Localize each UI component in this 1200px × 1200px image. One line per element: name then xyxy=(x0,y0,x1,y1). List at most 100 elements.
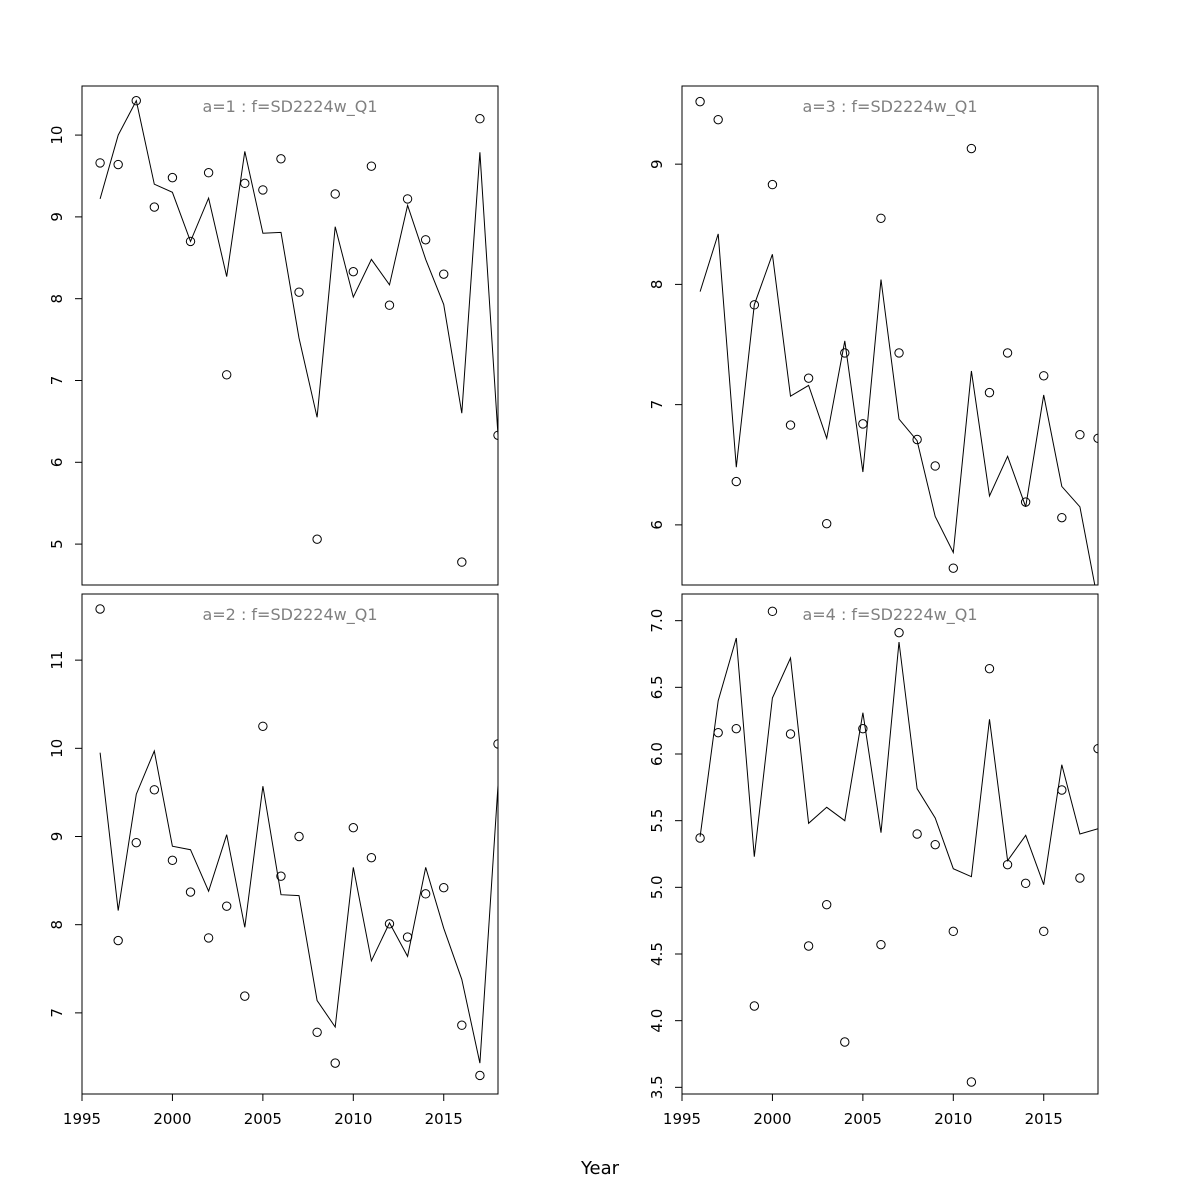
y-tick-label: 6.5 xyxy=(648,675,666,699)
data-point xyxy=(384,919,395,929)
data-point xyxy=(439,269,449,279)
plot-frame xyxy=(681,593,1099,1095)
data-point xyxy=(930,839,940,850)
data-point xyxy=(1002,348,1013,358)
data-point xyxy=(785,729,796,739)
data-point xyxy=(348,822,359,833)
plot-frame xyxy=(681,85,1099,586)
data-point xyxy=(475,114,485,124)
data-point xyxy=(1039,926,1049,937)
data-point xyxy=(221,370,232,380)
y-tick-label: 5.0 xyxy=(648,875,666,899)
x-tick-label: 2005 xyxy=(844,1110,882,1128)
y-tick-label: 9 xyxy=(648,159,666,169)
data-point xyxy=(167,172,178,183)
panel-4: a=4 : f=SD2224w_Q1 3.5 4.0 4.5 5.0 5.5 6.0 6.5 7… xyxy=(648,593,1099,1128)
data-point xyxy=(95,604,105,614)
y-tick-label: 7.0 xyxy=(648,609,666,633)
x-tick-label: 2005 xyxy=(244,1110,282,1128)
y-tick-label: 10 xyxy=(48,739,66,758)
data-point xyxy=(803,373,814,383)
data-point xyxy=(113,935,123,946)
data-point xyxy=(948,926,959,937)
y-tick-label: 9 xyxy=(48,212,66,222)
data-point xyxy=(767,606,778,617)
x-tick-label: 1995 xyxy=(63,1110,101,1128)
data-point xyxy=(149,202,160,212)
data-point xyxy=(840,1037,850,1047)
data-point xyxy=(695,833,705,843)
y-tick-label: 3.5 xyxy=(648,1075,666,1099)
y-tick-label: 9 xyxy=(48,832,66,842)
x-tick-label: 2000 xyxy=(753,1110,791,1128)
y-tick-label: 6 xyxy=(648,520,666,530)
y-tick-label: 6 xyxy=(48,458,66,468)
data-point xyxy=(493,739,498,749)
y-tick-label: 5.5 xyxy=(648,809,666,833)
data-point xyxy=(420,889,431,899)
data-point xyxy=(258,721,268,731)
y-tick-label: 7 xyxy=(48,1008,66,1018)
data-point xyxy=(366,852,377,863)
data-point xyxy=(984,663,995,674)
data-point xyxy=(221,901,232,911)
data-point xyxy=(240,178,250,189)
data-point xyxy=(1020,497,1031,507)
plot-frame xyxy=(81,85,499,586)
data-point xyxy=(203,168,214,178)
data-point xyxy=(330,189,340,199)
x-tick-label: 2015 xyxy=(1025,1110,1063,1128)
y-tick-label: 6.0 xyxy=(648,742,666,766)
panel-2: a=3 : f=SD2224w_Q1 6 7 8 9 xyxy=(648,85,1099,586)
data-point xyxy=(1020,878,1031,889)
data-point xyxy=(185,887,196,897)
data-point xyxy=(749,1001,760,1011)
plot-area xyxy=(95,604,498,1081)
data-point xyxy=(966,143,977,154)
data-point xyxy=(1093,743,1098,754)
data-point xyxy=(984,387,995,398)
data-point xyxy=(1057,512,1067,523)
data-point xyxy=(1093,433,1098,444)
data-point xyxy=(767,179,778,190)
x-tick-label: 2010 xyxy=(934,1110,972,1128)
y-tick-label: 4.5 xyxy=(648,942,666,966)
data-point xyxy=(348,266,359,277)
data-point xyxy=(294,287,304,297)
data-point xyxy=(439,882,449,893)
data-point xyxy=(1057,785,1067,795)
panel-title: a=2 : f=SD2224w_Q1 xyxy=(202,605,377,625)
data-point xyxy=(894,348,904,358)
plot-area xyxy=(695,606,1098,1087)
y-tick-label: 7 xyxy=(48,376,66,386)
x-tick-label: 1995 xyxy=(663,1110,701,1128)
data-point xyxy=(948,563,959,573)
x-tick-label: 2015 xyxy=(425,1110,463,1128)
data-point xyxy=(402,932,413,942)
data-point xyxy=(95,158,105,168)
data-point xyxy=(840,348,850,358)
data-point xyxy=(803,941,814,951)
data-point xyxy=(294,831,304,842)
data-point xyxy=(894,627,904,638)
data-point xyxy=(966,1077,977,1087)
data-point xyxy=(821,899,832,910)
data-point xyxy=(276,871,286,881)
data-point xyxy=(240,991,250,1001)
data-point xyxy=(749,300,760,310)
data-point xyxy=(384,300,395,310)
x-tick-label: 2000 xyxy=(153,1110,191,1128)
x-axis-title: Year xyxy=(580,1158,620,1179)
series-line xyxy=(699,233,1096,585)
data-point xyxy=(713,727,723,738)
data-point xyxy=(912,829,922,839)
data-point xyxy=(457,557,467,567)
data-point xyxy=(731,476,741,487)
data-point xyxy=(493,430,498,440)
data-point xyxy=(858,419,868,429)
y-tick-label: 8 xyxy=(48,294,66,304)
data-point xyxy=(276,154,286,164)
data-point xyxy=(821,518,832,529)
data-point xyxy=(149,785,160,795)
